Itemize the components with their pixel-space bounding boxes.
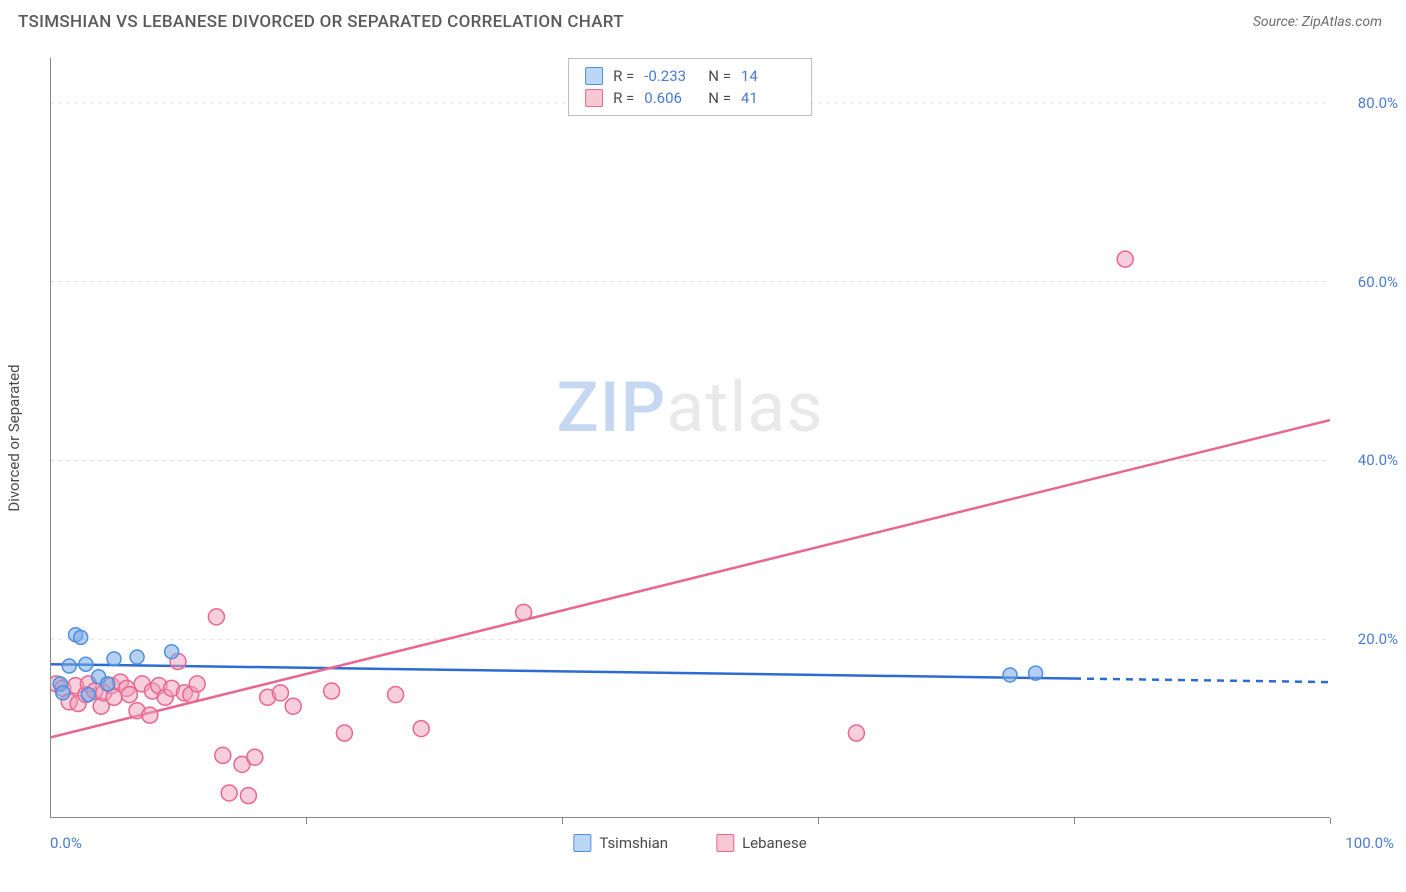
scatter-plot	[50, 58, 1330, 818]
bottom-legend: Tsimshian Lebanese	[573, 834, 806, 852]
chart-source: Source: ZipAtlas.com	[1253, 14, 1382, 30]
x-tick	[306, 818, 307, 824]
chart-header: TSIMSHIAN VS LEBANESE DIVORCED OR SEPARA…	[0, 0, 1406, 44]
stats-n-value-1: 41	[741, 89, 795, 107]
y-tick-label: 40.0%	[1338, 451, 1398, 469]
legend-item-1: Lebanese	[716, 834, 807, 852]
legend-label-0: Tsimshian	[599, 834, 668, 852]
y-tick-label: 60.0%	[1338, 273, 1398, 291]
x-tick	[562, 818, 563, 824]
stats-r-label-0: R =	[613, 67, 634, 85]
stats-n-label-1: N =	[708, 89, 731, 107]
chart-title: TSIMSHIAN VS LEBANESE DIVORCED OR SEPARA…	[18, 12, 624, 32]
y-axis-line	[50, 58, 51, 818]
x-axis-line	[50, 817, 1330, 818]
y-tick-label: 20.0%	[1338, 630, 1398, 648]
stats-r-label-1: R =	[613, 89, 634, 107]
stats-legend-box: R = -0.233 N = 14 R = 0.606 N = 41	[568, 58, 812, 116]
legend-item-0: Tsimshian	[573, 834, 668, 852]
x-tick	[818, 818, 819, 824]
x-axis-start-label: 0.0%	[50, 834, 82, 852]
legend-swatch-1	[716, 834, 734, 852]
legend-label-1: Lebanese	[742, 834, 807, 852]
stats-swatch-0	[585, 67, 603, 85]
stats-row-1: R = 0.606 N = 41	[585, 87, 795, 109]
stats-swatch-1	[585, 89, 603, 107]
stats-n-value-0: 14	[741, 67, 795, 85]
y-tick-label: 80.0%	[1338, 94, 1398, 112]
x-tick	[1330, 818, 1331, 824]
chart-area: Divorced or Separated 20.0%40.0%60.0%80.…	[50, 58, 1330, 818]
stats-row-0: R = -0.233 N = 14	[585, 65, 795, 87]
legend-swatch-0	[573, 834, 591, 852]
x-axis-end-label: 100.0%	[1345, 834, 1394, 852]
x-tick	[1074, 818, 1075, 824]
stats-r-value-0: -0.233	[644, 67, 698, 85]
stats-r-value-1: 0.606	[644, 89, 698, 107]
y-axis-label: Divorced or Separated	[5, 364, 23, 511]
stats-n-label-0: N =	[708, 67, 731, 85]
